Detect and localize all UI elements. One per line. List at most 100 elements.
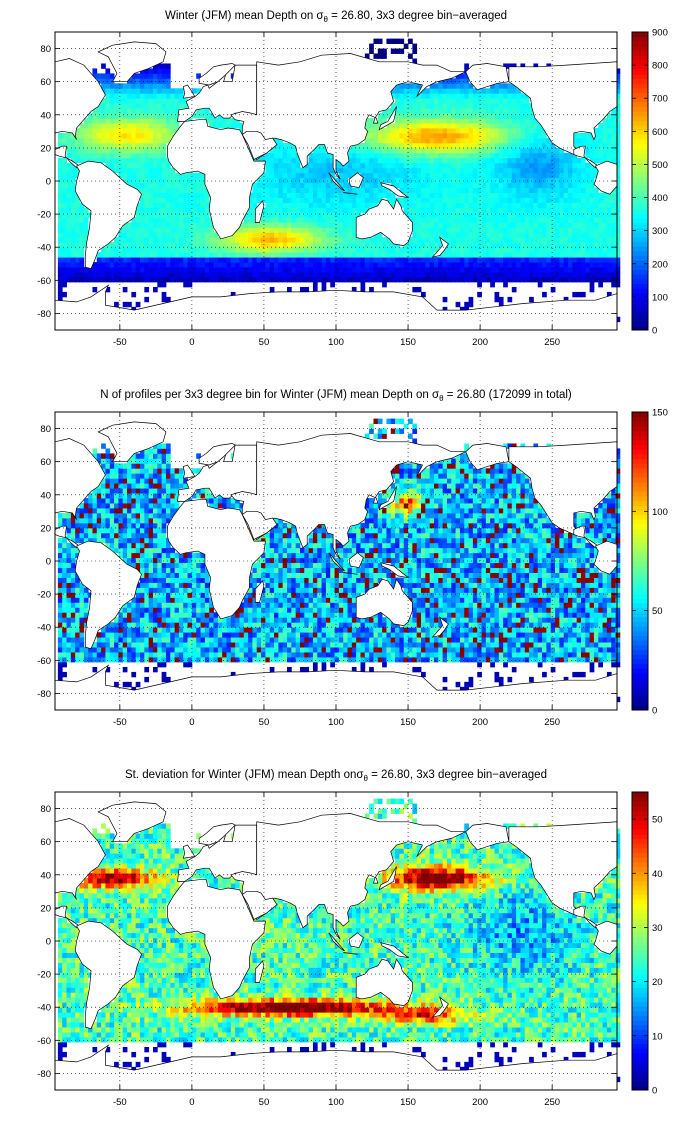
heatmap-cell (152, 567, 158, 573)
heatmap-cell (511, 217, 517, 223)
heatmap-cell (433, 247, 439, 253)
heatmap-cell (265, 267, 271, 273)
heatmap-cell (494, 128, 500, 134)
heatmap-cell (57, 632, 63, 638)
heatmap-cell (317, 182, 322, 189)
heatmap-cell (274, 167, 279, 174)
heatmap-cell (157, 128, 163, 134)
heatmap-cell (464, 103, 469, 109)
heatmap-cell (498, 162, 504, 169)
heatmap-cell (464, 93, 469, 99)
heatmap-cell (96, 277, 102, 283)
heatmap-cell (421, 113, 426, 119)
heatmap-cell (235, 123, 240, 129)
heatmap-cell (96, 78, 102, 84)
heatmap-cell (174, 242, 180, 248)
heatmap-cell (161, 281, 167, 288)
heatmap-cell (459, 252, 465, 258)
heatmap-cell (127, 157, 132, 164)
heatmap-cell (338, 182, 344, 189)
heatmap-cell (451, 227, 456, 233)
heatmap-cell (66, 577, 72, 583)
heatmap-cell (144, 498, 150, 504)
heatmap-cell (351, 202, 357, 208)
heatmap-cell (178, 202, 184, 208)
heatmap-cell (498, 232, 504, 238)
heatmap-cell (135, 552, 141, 559)
heatmap-cell (585, 162, 591, 169)
heatmap-cell (507, 207, 513, 213)
heatmap-cell (174, 123, 180, 129)
heatmap-cell (572, 167, 578, 174)
heatmap-cell (291, 252, 297, 258)
heatmap-cell (299, 286, 305, 293)
heatmap-cell (92, 132, 98, 139)
heatmap-cell (191, 267, 197, 273)
colorbar-segment (632, 181, 648, 187)
heatmap-cell (287, 192, 292, 198)
heatmap-cell (196, 222, 201, 228)
heatmap-cell (109, 522, 115, 529)
heatmap-cell (161, 272, 167, 278)
heatmap-cell (425, 98, 431, 104)
heatmap-cell (105, 286, 111, 293)
heatmap-cell (122, 652, 128, 658)
heatmap-cell (174, 232, 180, 238)
heatmap-cell (542, 187, 547, 193)
heatmap-cell (152, 237, 158, 243)
panel-title: N of profiles per 3x3 degree bin for Win… (100, 389, 572, 403)
heatmap-cell (161, 577, 167, 583)
heatmap-cell (278, 172, 284, 179)
heatmap-cell (122, 172, 128, 179)
heatmap-cell (451, 257, 456, 263)
heatmap-cell (529, 157, 534, 164)
heatmap-cell (152, 227, 158, 233)
heatmap-cell (312, 177, 318, 184)
heatmap-cell (200, 202, 206, 208)
heatmap-cell (537, 137, 543, 144)
heatmap-cell (62, 572, 67, 578)
heatmap-cell (127, 98, 132, 104)
heatmap-cell (83, 587, 89, 593)
heatmap-cell (364, 237, 370, 243)
heatmap-cell (230, 267, 236, 273)
heatmap-cell (516, 237, 521, 243)
heatmap-cell (533, 147, 539, 154)
heatmap-cell (563, 237, 569, 243)
heatmap-cell (252, 277, 258, 283)
heatmap-cell (114, 637, 119, 643)
heatmap-cell (96, 132, 102, 139)
heatmap-cell (459, 177, 465, 184)
heatmap-cell (109, 627, 115, 633)
heatmap-cell (615, 237, 621, 243)
heatmap-cell (282, 182, 288, 189)
heatmap-cell (157, 657, 163, 663)
heatmap-cell (57, 652, 63, 658)
heatmap-cell (611, 192, 616, 198)
heatmap-cell (101, 277, 106, 283)
heatmap-cell (399, 157, 405, 164)
heatmap-cell (338, 262, 344, 268)
heatmap-cell (144, 267, 150, 273)
heatmap-cell (101, 128, 106, 134)
heatmap-cell (161, 187, 167, 193)
heatmap-cell (66, 652, 72, 658)
heatmap-cell (498, 267, 504, 273)
heatmap-cell (165, 162, 171, 169)
heatmap-cell (425, 247, 431, 253)
heatmap-cell (79, 632, 85, 638)
heatmap-cell (230, 247, 236, 253)
heatmap-cell (144, 557, 150, 564)
heatmap-cell (568, 257, 573, 263)
heatmap-cell (520, 202, 526, 208)
heatmap-cell (88, 157, 93, 164)
heatmap-cell (503, 132, 508, 139)
heatmap-cell (382, 167, 387, 174)
heatmap-cell (118, 262, 124, 268)
heatmap-cell (408, 113, 413, 119)
heatmap-cell (183, 237, 188, 243)
heatmap-cell (468, 202, 474, 208)
heatmap-cell (550, 182, 556, 189)
heatmap-cell (118, 512, 124, 519)
heatmap-cell (109, 478, 115, 484)
